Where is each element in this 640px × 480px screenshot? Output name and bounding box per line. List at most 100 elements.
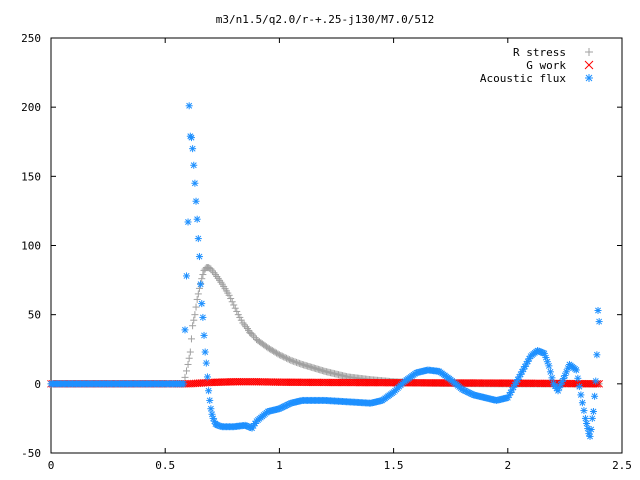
data-point — [225, 291, 233, 299]
data-point — [275, 378, 284, 387]
data-point — [377, 378, 385, 387]
y-tick-label: 200 — [21, 101, 41, 114]
data-point — [368, 378, 376, 387]
data-point — [382, 378, 391, 387]
data-point — [525, 379, 534, 388]
data-point — [287, 356, 295, 364]
data-point — [465, 379, 474, 387]
data-point — [582, 379, 591, 388]
data-point — [380, 378, 389, 387]
data-point — [413, 378, 422, 387]
data-point — [496, 379, 505, 387]
y-tick-label: 100 — [21, 240, 41, 253]
data-point — [473, 379, 481, 387]
data-point — [179, 380, 187, 388]
data-point — [191, 179, 199, 187]
data-point — [243, 377, 251, 386]
data-point — [228, 377, 236, 386]
data-point — [264, 344, 272, 352]
data-point — [330, 378, 338, 387]
data-point — [580, 407, 588, 415]
data-point — [229, 377, 238, 386]
data-point — [203, 373, 211, 381]
data-point — [277, 378, 286, 387]
data-point — [293, 358, 301, 366]
data-point — [193, 295, 201, 303]
data-point — [269, 378, 278, 386]
data-point — [502, 379, 510, 387]
data-point — [201, 348, 209, 356]
data-point — [293, 378, 302, 387]
data-point — [588, 414, 596, 422]
data-point — [326, 378, 335, 387]
data-point — [342, 378, 351, 387]
data-point — [341, 378, 349, 387]
data-point — [587, 425, 595, 433]
data-point — [333, 378, 342, 387]
data-point — [302, 378, 311, 387]
legend-marker — [584, 60, 594, 70]
data-point — [589, 408, 597, 415]
x-tick-label: 2 — [504, 459, 511, 472]
data-point — [584, 379, 593, 388]
data-point — [258, 378, 267, 386]
data-point — [184, 360, 192, 368]
data-point — [359, 378, 367, 387]
data-point — [328, 378, 337, 387]
data-point — [593, 351, 601, 359]
data-point — [574, 374, 582, 382]
data-point — [594, 307, 602, 315]
data-point — [267, 378, 276, 386]
y-tick-label: 150 — [21, 170, 41, 183]
data-point — [471, 379, 480, 387]
data-point — [480, 379, 489, 387]
data-point — [277, 351, 285, 359]
data-point — [281, 378, 289, 387]
data-point — [583, 419, 591, 427]
data-point — [266, 378, 274, 386]
data-point — [231, 304, 239, 312]
data-point — [580, 379, 589, 388]
data-point — [522, 379, 530, 388]
data-point — [531, 379, 540, 388]
data-point — [332, 378, 340, 387]
data-point — [373, 378, 382, 387]
x-tick-label: 0.5 — [155, 459, 175, 472]
data-point — [200, 331, 208, 339]
data-point — [192, 303, 200, 311]
data-point — [252, 377, 261, 386]
y-tick-label: 250 — [21, 32, 41, 45]
data-point — [297, 378, 306, 387]
data-point — [260, 378, 269, 386]
data-point — [535, 379, 543, 388]
data-point — [435, 379, 443, 387]
data-point — [195, 253, 203, 261]
data-point — [366, 378, 375, 387]
y-tick-label: 50 — [28, 309, 41, 322]
data-point — [280, 353, 288, 361]
data-point — [418, 378, 427, 387]
data-point — [389, 378, 398, 387]
legend-marker — [585, 48, 593, 56]
data-point — [321, 378, 329, 387]
data-point — [248, 377, 257, 386]
data-point — [319, 378, 328, 387]
data-point — [233, 377, 242, 386]
data-point — [291, 358, 299, 366]
legend-label: R stress — [513, 46, 566, 59]
data-point — [323, 378, 331, 387]
data-point — [462, 379, 470, 387]
data-point — [422, 378, 431, 387]
data-point — [378, 378, 387, 387]
data-point — [181, 373, 189, 381]
data-point — [415, 378, 423, 387]
data-point — [339, 378, 347, 387]
data-point — [592, 377, 600, 385]
data-point — [364, 378, 373, 387]
data-point — [524, 379, 532, 388]
data-point — [429, 379, 438, 387]
data-point — [306, 378, 315, 387]
data-point — [431, 379, 440, 387]
data-point — [308, 378, 317, 387]
data-point — [190, 161, 198, 169]
